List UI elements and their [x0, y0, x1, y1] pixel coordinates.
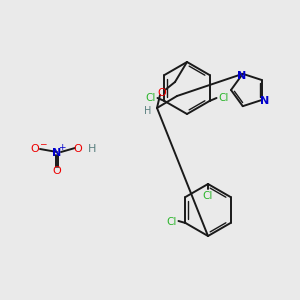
- Text: H: H: [88, 144, 96, 154]
- Text: −: −: [39, 140, 47, 148]
- Text: Cl: Cl: [203, 191, 213, 201]
- Text: H: H: [144, 106, 152, 116]
- Text: N: N: [237, 71, 246, 81]
- Text: O: O: [158, 88, 166, 98]
- Text: +: +: [58, 143, 66, 152]
- Text: O: O: [31, 144, 39, 154]
- Text: N: N: [260, 96, 269, 106]
- Text: O: O: [74, 144, 82, 154]
- Text: O: O: [52, 166, 62, 176]
- Text: Cl: Cl: [166, 217, 177, 227]
- Text: N: N: [52, 148, 62, 158]
- Text: Cl: Cl: [145, 93, 156, 103]
- Text: Cl: Cl: [218, 93, 229, 103]
